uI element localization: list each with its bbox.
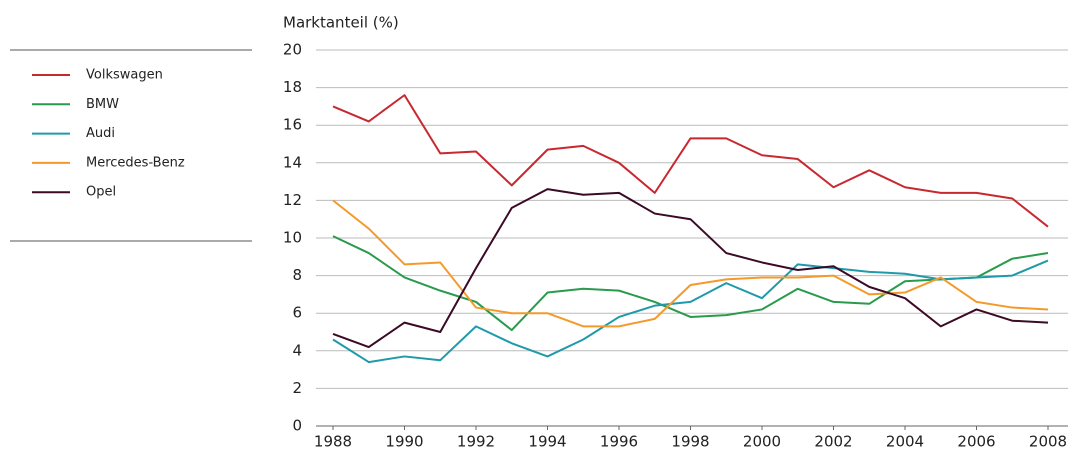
x-tick-label: 1992 <box>457 433 495 451</box>
x-tick-label: 2006 <box>957 433 995 451</box>
series-line <box>332 94 1049 228</box>
y-tick-label: 18 <box>283 78 302 96</box>
y-tick-label: 20 <box>283 41 302 59</box>
x-tick-label: 1990 <box>385 433 423 451</box>
y-tick-label: 16 <box>283 116 302 134</box>
series-line <box>332 235 1049 332</box>
y-tick-label: 10 <box>283 229 302 247</box>
x-tick-label: 2000 <box>743 433 781 451</box>
x-tick-label: 1994 <box>528 433 566 451</box>
y-tick-label: 14 <box>283 153 302 171</box>
legend-label: Volkswagen <box>86 68 163 83</box>
series-line <box>332 188 1049 349</box>
y-tick-label: 2 <box>292 379 302 397</box>
legend-label: BMW <box>86 97 119 112</box>
y-tick-label: 4 <box>292 341 302 359</box>
y-axis-label: Marktanteil (%) <box>283 14 399 32</box>
x-tick-label: 2002 <box>814 433 852 451</box>
y-tick-label: 0 <box>292 417 302 435</box>
y-tick-label: 6 <box>292 304 302 322</box>
x-tick-label: 1988 <box>314 433 352 451</box>
legend-label: Opel <box>86 185 116 200</box>
x-tick-label: 2008 <box>1029 433 1067 451</box>
legend-label: Mercedes-Benz <box>86 155 185 170</box>
legend-label: Audi <box>86 126 115 141</box>
series-line <box>332 259 1049 364</box>
legend: Volkswagen BMW Audi Mercedes-Benz Opel <box>10 49 252 242</box>
series-line <box>332 199 1049 328</box>
y-tick-label: 8 <box>292 266 302 284</box>
x-tick-label: 2004 <box>886 433 924 451</box>
x-tick-label: 1996 <box>600 433 638 451</box>
y-tick-label: 12 <box>283 191 302 209</box>
x-tick-label: 1998 <box>671 433 709 451</box>
